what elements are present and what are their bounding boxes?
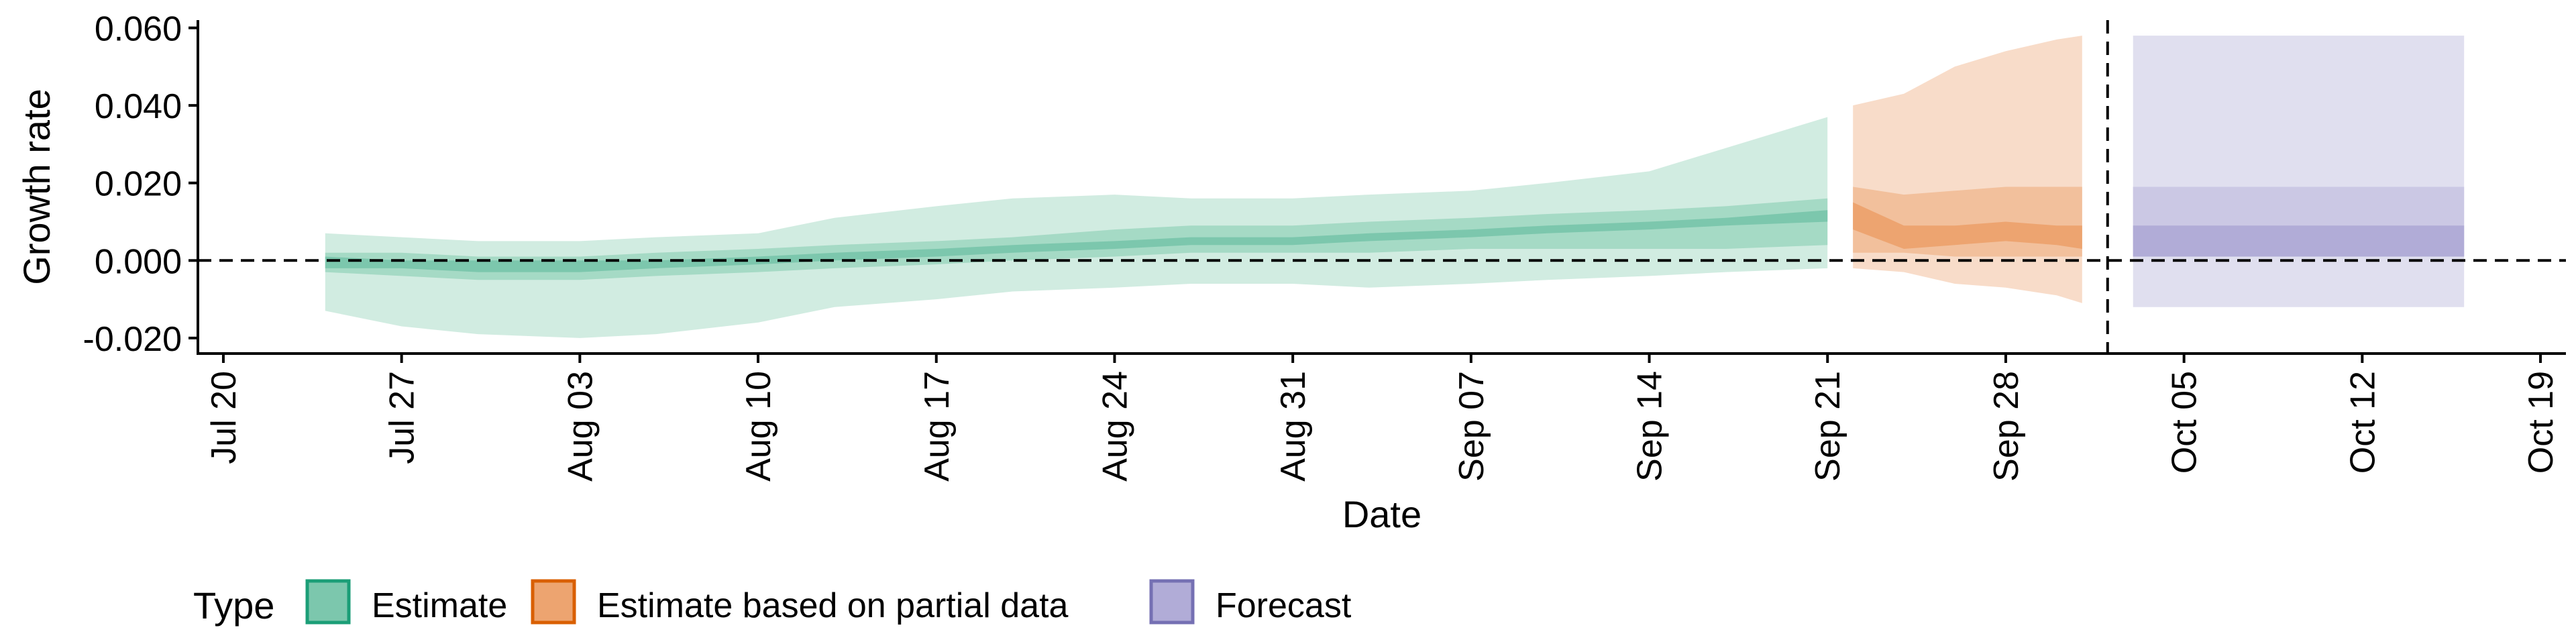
legend: Type Estimate Estimate based on partial d… (193, 579, 1352, 627)
x-ticks: Jul 20 Jul 27 Aug 03 Aug 10 Aug 17 Aug 24 Aug … (205, 354, 2561, 482)
y-tick-label: 0.000 (95, 242, 182, 281)
estimate-based-on-partial-data-inner-band (1853, 202, 2082, 249)
y-tick-label: 0.020 (95, 165, 182, 204)
bands-layer (325, 36, 2465, 338)
y-tick-label: -0.020 (83, 320, 182, 359)
estimate-based-on-partial-data-legend-label: Estimate based on partial data (597, 586, 1069, 625)
x-tick-label: Sep 28 (1987, 371, 2026, 482)
x-tick-label: Aug 10 (739, 371, 778, 482)
x-tick-label: Oct 05 (2165, 371, 2204, 474)
x-tick-label: Sep 14 (1631, 371, 1670, 482)
x-tick-label: Aug 17 (918, 371, 957, 482)
x-tick-label: Aug 24 (1096, 371, 1135, 482)
x-tick-label: Jul 27 (383, 371, 422, 464)
forecast-inner-band (2133, 225, 2465, 257)
legend-title: Type (193, 584, 274, 627)
x-tick-label: Aug 31 (1274, 371, 1313, 482)
y-axis-label: Growth rate (15, 89, 58, 285)
x-tick-label: Oct 12 (2343, 371, 2382, 474)
forecast-outer-band (2133, 36, 2465, 307)
estimate-legend-swatch (305, 579, 351, 625)
x-tick-label: Sep 21 (1809, 371, 1847, 482)
forecast-legend-swatch (1149, 579, 1195, 625)
x-tick-label: Sep 07 (1452, 371, 1491, 482)
x-axis-label: Date (1342, 493, 1421, 535)
y-tick-label: 0.040 (95, 87, 182, 126)
y-tick-label: 0.060 (95, 10, 182, 49)
x-tick-label: Jul 20 (205, 371, 244, 464)
x-tick-label: Oct 19 (2522, 371, 2561, 474)
estimate-based-on-partial-data-outer-band (1853, 36, 2082, 303)
forecast-legend-label: Forecast (1216, 586, 1352, 625)
estimate-inner-band (325, 210, 1828, 272)
estimate-legend-label: Estimate (372, 586, 507, 625)
estimate-based-on-partial-data-legend-swatch (531, 579, 576, 625)
y-ticks: -0.020 0.000 0.020 0.040 0.060 (83, 10, 198, 359)
x-tick-label: Aug 03 (561, 371, 600, 482)
estimate-outer-band (325, 117, 1828, 338)
